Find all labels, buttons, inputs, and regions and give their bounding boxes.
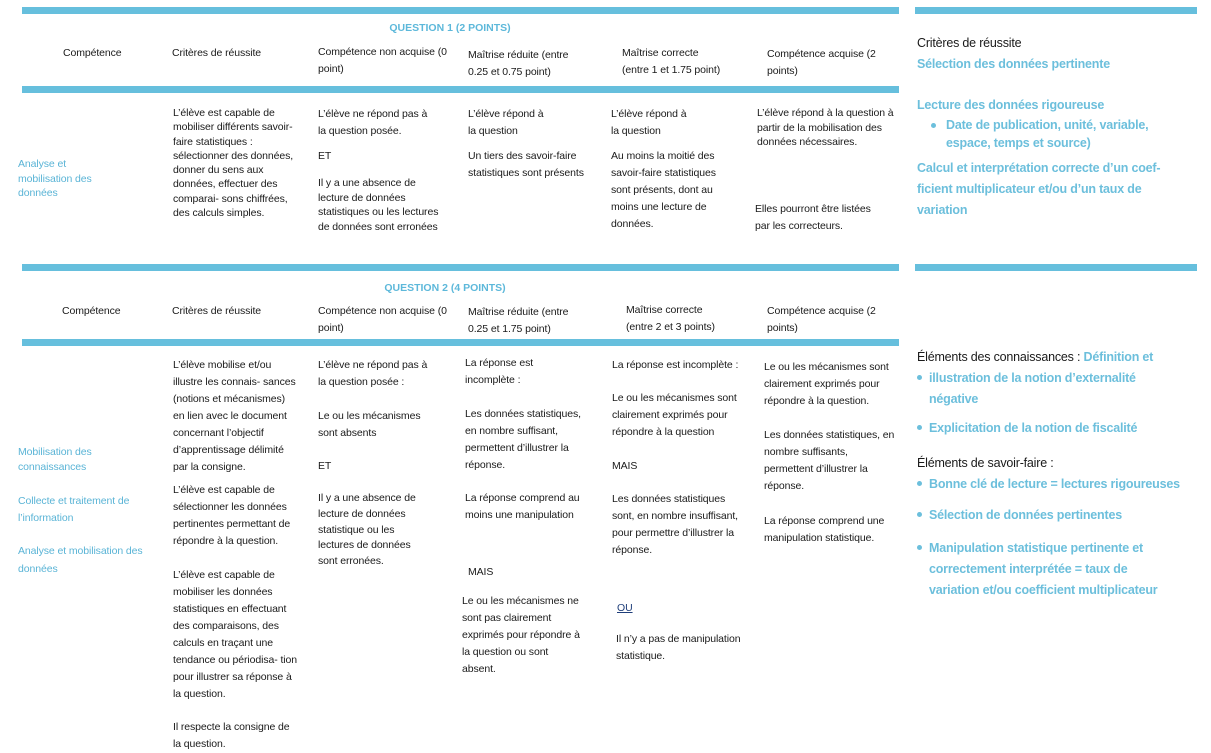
q1-correcte-2: Au moins la moitié des savoir-faire stat… [611, 150, 716, 230]
q1-acquise-2: Elles pourront être listées par les corr… [755, 203, 871, 232]
q2-correcte-ou: OU [617, 602, 633, 614]
bullet-icon [917, 425, 922, 430]
q2-reduite-2: Les données statistiques, en nombre suff… [465, 408, 581, 471]
q2-competence-collecte: Collecte et traitement de l’information [18, 495, 130, 524]
side1-bullet-row: Date de publication, unité, variable, es… [917, 116, 1197, 152]
q2-criteres-1: L’élève mobilise et/ou illustre les conn… [173, 359, 296, 473]
q1-header-reduite: Maîtrise réduite (entre 0.25 et 0.75 poi… [468, 49, 569, 78]
side2-savoir-1: Bonne clé de lecture = lectures rigoureu… [929, 477, 1180, 491]
q1-bottom-rule [22, 264, 899, 271]
q2-header-competence: Compétence [62, 305, 121, 317]
q2-non-acquise-3: ET [318, 460, 332, 472]
q1-criteres: L’élève est capable de mobiliser différe… [173, 107, 294, 220]
q1-non-acquise-3: Il y a une absence de lecture de données… [318, 177, 439, 233]
side2-connaissance-row-2: Explicitation de la notion de fiscalité [917, 418, 1197, 439]
q2-acquise-1: Le ou les mécanismes sont clairement exp… [764, 361, 889, 407]
side1-item-lecture: Lecture des données rigoureuse [917, 98, 1105, 112]
side1-title: Critères de réussite [917, 36, 1022, 50]
q2-header-criteres: Critères de réussite [172, 305, 262, 317]
q2-correcte-4: Les données statistiques sont, en nombre… [612, 493, 738, 556]
side2-savoir-2: Sélection de données pertinentes [929, 508, 1122, 522]
bullet-icon [931, 123, 936, 128]
q1-non-acquise-1: L’élève ne répond pas à la question posé… [318, 108, 428, 137]
side2-savoir-3: Manipulation statistique pertinente et c… [929, 541, 1158, 597]
side2-savoir-row-3: Manipulation statistique pertinente et c… [917, 538, 1197, 601]
side2-connaissances-first: Définition et [1080, 350, 1154, 364]
q1-reduite-1: L’élève répond à la question [468, 108, 544, 137]
bullet-icon [917, 545, 922, 550]
q2-header-reduite: Maîtrise réduite (entre 0.25 et 1.75 poi… [468, 306, 569, 335]
q2-criteres-4: Il respecte la consigne de la question. [173, 721, 290, 750]
q2-competence-connaissances: Mobilisation des connaissances [18, 446, 92, 473]
q1-header-correcte: Maîtrise correcte (entre 1 et 1.75 point… [622, 47, 721, 76]
q1-header-non-acquise: Compétence non acquise (0 point) [318, 46, 447, 75]
q2-reduite-1: La réponse est incomplète : [465, 357, 534, 386]
bullet-icon [917, 512, 922, 517]
q2-non-acquise-4: Il y a une absence de lecture de données… [318, 492, 416, 568]
q1-acquise-1: L’élève répond à la question à partir de… [757, 107, 894, 148]
side1-bullet: Date de publication, unité, variable, es… [946, 118, 1149, 150]
side-top-rule [915, 7, 1197, 14]
side2-savoir-row-2: Sélection de données pertinentes [917, 505, 1197, 526]
q1-header-acquise: Compétence acquise (2 points) [767, 48, 876, 77]
side1-item-selection: Sélection des données pertinente [917, 57, 1110, 71]
side-panel-elements: Éléments des connaissances : Définition … [917, 347, 1197, 601]
side-mid-rule [915, 264, 1197, 271]
top-rule [22, 7, 899, 14]
bullet-icon [917, 481, 922, 486]
q2-correcte-3: MAIS [612, 460, 638, 472]
q2-acquise-2: Les données statistiques, en nombre suff… [764, 429, 895, 492]
q2-correcte-2: Le ou les mécanismes sont clairement exp… [612, 392, 737, 438]
side2-connaissance-row-1: illustration de la notion d’externalité … [917, 368, 1197, 410]
q2-competence-analyse: Analyse et mobilisation des données [18, 545, 143, 575]
side2-connaissances: Éléments des connaissances : Définition … [917, 347, 1197, 368]
side2-savoir-title: Éléments de savoir-faire : [917, 456, 1054, 470]
bullet-icon [917, 375, 922, 380]
q1-header-competence: Compétence [63, 47, 122, 59]
q1-header-rule [22, 86, 899, 93]
q1-competence: Analyse et mobilisation des données [18, 158, 92, 199]
q2-acquise-3: La réponse comprend une manipulation sta… [764, 515, 885, 544]
q2-header-correcte: Maîtrise correcte (entre 2 et 3 points) [626, 304, 715, 333]
q2-reduite-3: La réponse comprend au moins une manipul… [465, 492, 580, 521]
q1-correcte-1: L’élève répond à la question [611, 108, 687, 137]
q2-reduite-5: Le ou les mécanismes ne sont pas clairem… [462, 595, 580, 675]
q2-correcte-1: La réponse est incomplète : [612, 359, 739, 371]
side2-connaissance-1: illustration de la notion d’externalité … [929, 371, 1136, 406]
side1-item-calcul: Calcul et interprétation correcte d’un c… [917, 161, 1161, 217]
q1-title: QUESTION 1 (2 POINTS) [389, 22, 511, 34]
side2-connaissance-2: Explicitation de la notion de fiscalité [929, 421, 1138, 435]
side2-savoir-row-1: Bonne clé de lecture = lectures rigoureu… [917, 474, 1197, 495]
q2-title: QUESTION 2 (4 POINTS) [384, 282, 506, 294]
q2-correcte-5: Il n’y a pas de manipulation statistique… [616, 633, 741, 662]
q2-reduite-4: MAIS [468, 566, 494, 578]
q2-header-non-acquise: Compétence non acquise (0 point) [318, 305, 447, 334]
q2-header-acquise: Compétence acquise (2 points) [767, 305, 876, 334]
q2-non-acquise-2: Le ou les mécanismes sont absents [318, 410, 421, 439]
side-panel-criteres: Critères de réussite Sélection des donné… [917, 33, 1197, 221]
q2-header-rule [22, 339, 899, 346]
q1-header-criteres: Critères de réussite [172, 47, 262, 59]
q2-criteres-2: L’élève est capable de sélectionner les … [173, 484, 291, 547]
q2-non-acquise-1: L’élève ne répond pas à la question posé… [318, 359, 428, 388]
side2-connaissances-title: Éléments des connaissances : [917, 350, 1081, 364]
q2-criteres-3: L’élève est capable de mobiliser les don… [173, 569, 297, 700]
q1-non-acquise-2: ET [318, 150, 332, 162]
q1-reduite-2: Un tiers des savoir-faire statistiques s… [468, 150, 584, 179]
